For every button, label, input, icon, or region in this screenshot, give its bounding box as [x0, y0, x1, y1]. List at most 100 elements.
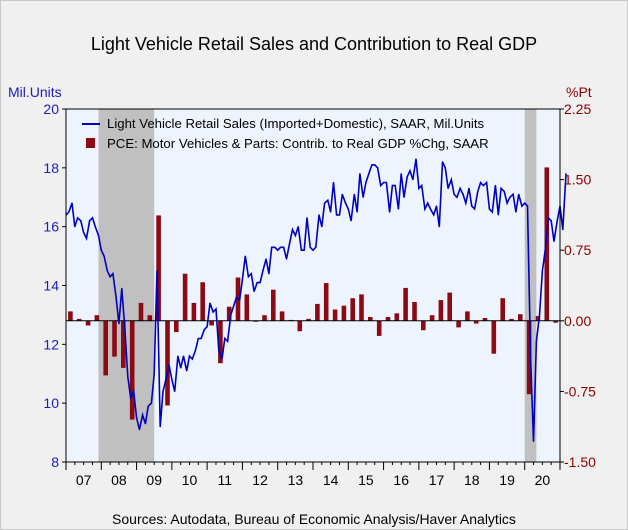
bar-29: [315, 303, 320, 321]
bar-50: [500, 298, 505, 321]
sales-point-133: [453, 193, 455, 195]
bar-3: [85, 320, 91, 326]
recession-band-2: [524, 109, 537, 462]
sales-point-86: [315, 246, 317, 248]
bar-46: [465, 311, 470, 321]
sales-point-22: [127, 376, 129, 378]
sales-point-64: [250, 273, 252, 275]
x-tick-label-7: 13: [288, 472, 304, 488]
legend-label-pce: PCE: Motor Vehicles & Parts: Contrib. to…: [107, 136, 489, 151]
sales-point-107: [377, 167, 379, 169]
sales-point-157: [524, 202, 526, 204]
sales-point-3: [71, 202, 73, 204]
sales-point-33: [159, 426, 161, 428]
bar-51: [509, 318, 514, 321]
sales-point-10: [91, 217, 94, 219]
bar-42: [429, 315, 435, 321]
bar-27: [297, 320, 303, 332]
sales-point-130: [444, 167, 446, 169]
sales-point-36: [168, 364, 170, 366]
sales-point-167: [553, 240, 555, 242]
right-tick-label-4: 0.75: [564, 242, 591, 258]
sales-point-162: [538, 314, 541, 316]
sales-point-80: [297, 226, 299, 228]
sales-point-141: [477, 190, 479, 192]
sales-point-2: [68, 211, 70, 213]
bar-39: [403, 287, 408, 321]
bar-47: [473, 320, 479, 324]
sales-point-38: [174, 390, 176, 392]
x-tick-label-12: 18: [464, 472, 480, 488]
bar-4: [94, 315, 100, 321]
sales-point-76: [285, 258, 288, 260]
sales-point-121: [418, 187, 420, 189]
sales-point-161: [535, 340, 538, 342]
bar-43: [438, 300, 444, 321]
bar-33: [350, 298, 355, 321]
sales-point-103: [365, 181, 367, 184]
sales-point-40: [180, 367, 182, 369]
sales-point-55: [224, 337, 226, 340]
sales-point-96: [344, 202, 347, 204]
sales-point-70: [268, 273, 270, 275]
sales-point-6: [80, 220, 82, 222]
bar-18: [218, 320, 223, 364]
sales-point-113: [394, 184, 396, 187]
bar-17: [209, 320, 214, 326]
sales-point-13: [100, 249, 102, 251]
right-tick-label-5: 1.50: [564, 172, 591, 188]
sales-point-28: [144, 423, 146, 425]
sales-point-75: [283, 246, 285, 248]
right-tick-label-1: -1.50: [564, 454, 596, 470]
x-tick-label-9: 15: [358, 472, 374, 488]
x-tick-label-3: 09: [146, 472, 162, 488]
sales-point-9: [89, 220, 91, 222]
sales-point-106: [374, 164, 376, 166]
sales-point-50: [209, 302, 211, 304]
bar-13: [174, 320, 179, 333]
sales-point-93: [336, 214, 338, 216]
right-tick-label-3: 0.00: [564, 313, 591, 329]
sales-point-61: [241, 279, 243, 281]
sales-point-41: [182, 355, 185, 357]
x-tick-label-14: 20: [535, 472, 551, 488]
sales-point-35: [165, 379, 167, 381]
left-tick-label-4: 14: [43, 278, 59, 294]
sales-point-97: [347, 208, 349, 210]
sales-point-94: [338, 214, 341, 216]
x-tick-label-6: 12: [252, 472, 268, 488]
bar-52: [518, 314, 523, 321]
sales-point-5: [77, 217, 79, 219]
sales-point-118: [409, 170, 411, 172]
sales-point-14: [103, 255, 105, 257]
sales-point-146: [491, 211, 493, 213]
sales-point-56: [227, 340, 229, 342]
right-axis-unit: %Pt: [566, 84, 592, 100]
sales-point-34: [162, 390, 164, 392]
sales-point-25: [136, 417, 138, 419]
bar-44: [447, 292, 452, 321]
sales-point-46: [197, 337, 199, 340]
sales-point-20: [121, 287, 123, 289]
sales-point-53: [218, 349, 220, 351]
x-tick-label-2: 08: [111, 472, 127, 488]
bar-12: [165, 320, 170, 406]
sales-point-110: [385, 181, 387, 184]
sales-point-170: [562, 229, 564, 231]
legend-bar-swatch: [86, 138, 95, 148]
bar-30: [323, 283, 329, 321]
sales-point-104: [368, 173, 370, 175]
sales-point-39: [177, 355, 179, 357]
sales-point-7: [83, 231, 85, 234]
sales-point-74: [279, 246, 282, 248]
sales-point-158: [526, 205, 529, 207]
bar-38: [394, 313, 400, 321]
sales-point-154: [515, 211, 517, 213]
sales-point-126: [433, 214, 435, 216]
sales-point-160: [532, 440, 535, 442]
sales-point-73: [277, 249, 279, 251]
sales-point-129: [441, 161, 444, 163]
bar-9: [138, 302, 144, 321]
x-tick-label-13: 19: [499, 472, 515, 488]
